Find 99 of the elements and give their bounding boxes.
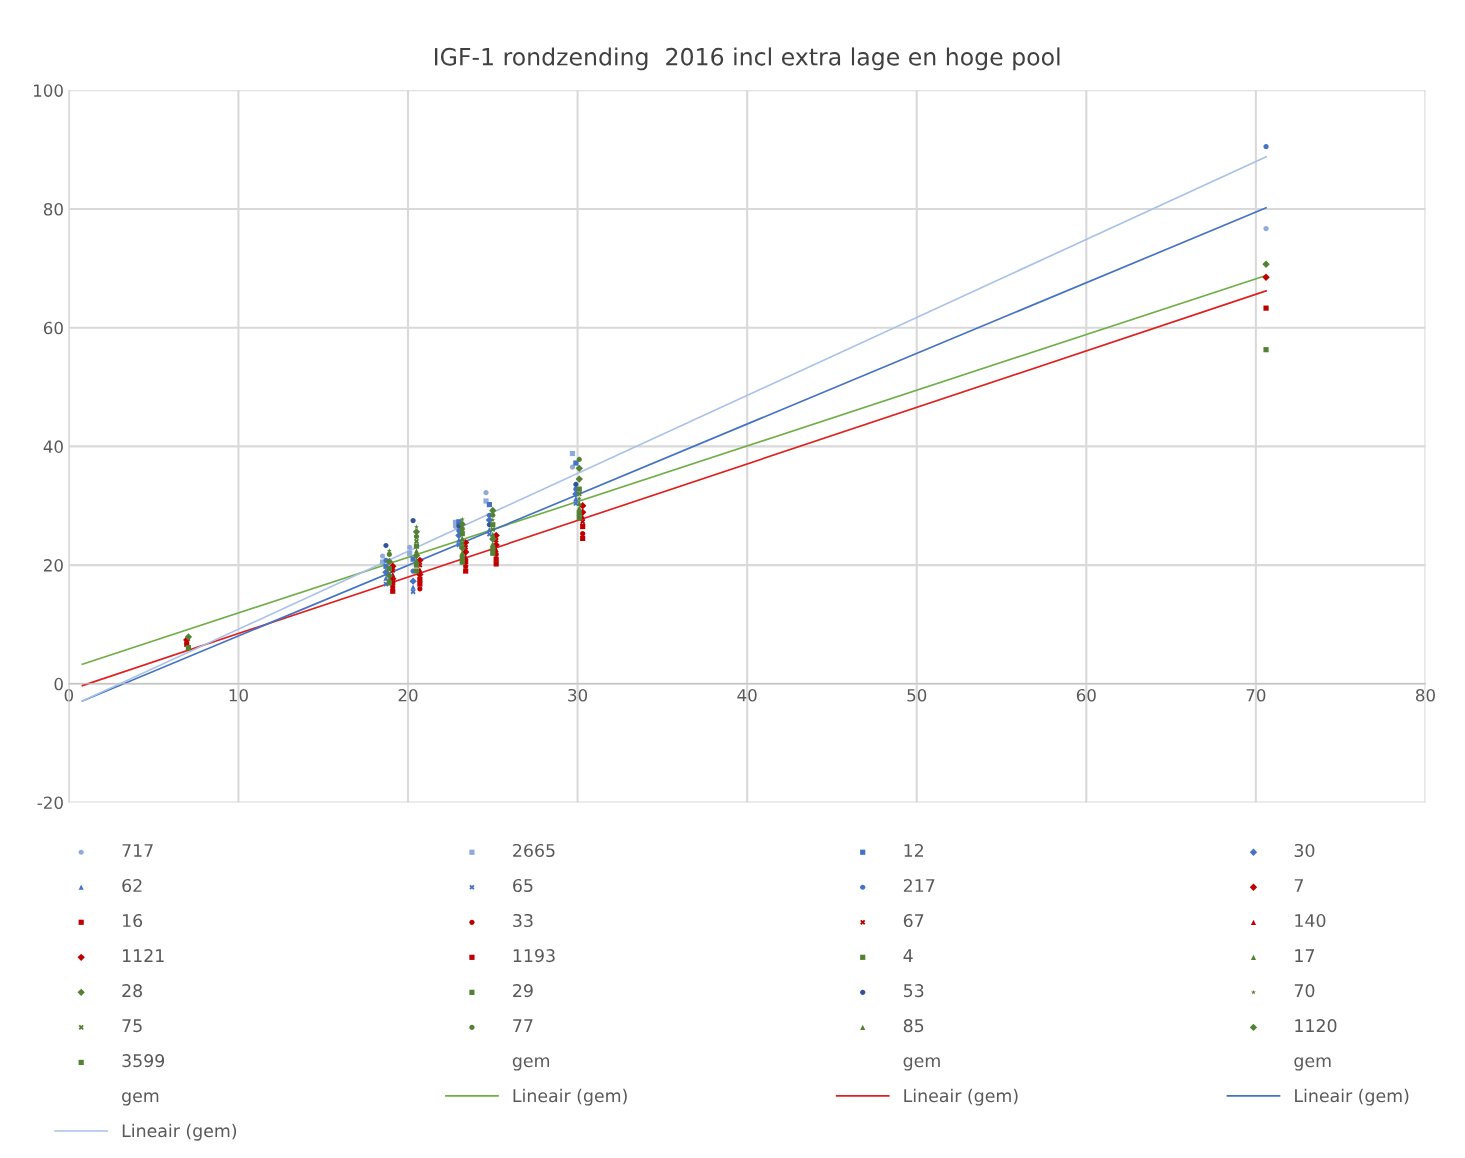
y-tick-label: 40 xyxy=(43,440,63,453)
legend-label: 75 xyxy=(122,1019,142,1033)
legend-label: 29 xyxy=(513,984,533,998)
legend-label: 2665 xyxy=(513,843,555,858)
legend-label: Lineair (gem) xyxy=(1295,1088,1409,1106)
x-tick-label: 50 xyxy=(907,688,927,702)
legend-label: 28 xyxy=(122,984,143,998)
point xyxy=(580,535,586,541)
point xyxy=(185,645,191,651)
y-tick-label: 80 xyxy=(43,202,63,216)
legend-label: 85 xyxy=(903,1019,924,1033)
legend-label: 3599 xyxy=(122,1054,165,1068)
point xyxy=(410,589,416,595)
legend-label: 62 xyxy=(122,878,142,893)
point xyxy=(412,528,421,536)
point xyxy=(413,568,420,574)
legend-label: Lineair (gem) xyxy=(122,1123,237,1141)
legend-label: 77 xyxy=(513,1019,533,1032)
legend-label: 1120 xyxy=(1295,1019,1337,1033)
point xyxy=(463,568,469,574)
legend-label: 217 xyxy=(903,878,935,892)
legend-label: 53 xyxy=(903,984,924,998)
legend-label: Lineair (gem) xyxy=(904,1088,1018,1106)
y-tick-label: 100 xyxy=(34,84,63,97)
point xyxy=(580,523,586,530)
x-tick-label: 30 xyxy=(568,688,588,702)
x-tick-label: 40 xyxy=(737,688,757,702)
point xyxy=(1263,305,1269,311)
text: gem xyxy=(122,1092,159,1106)
y-tick-label: -20 xyxy=(37,796,63,810)
text: gem xyxy=(903,1057,940,1071)
point xyxy=(410,517,416,524)
point xyxy=(576,491,582,497)
point xyxy=(414,524,419,530)
legend-label: 7 xyxy=(1294,879,1303,892)
point xyxy=(575,464,583,473)
point xyxy=(385,557,394,566)
x-tick-label: 0 xyxy=(64,688,74,702)
point xyxy=(576,515,582,521)
point xyxy=(413,562,420,568)
x-tick-label: 60 xyxy=(1076,688,1096,702)
text: gem xyxy=(1294,1057,1331,1071)
legend-label: 30 xyxy=(1294,843,1315,858)
legend-label: 67 xyxy=(903,913,924,928)
point xyxy=(576,505,582,511)
point xyxy=(458,520,466,528)
legend-label: 4 xyxy=(903,949,913,962)
point xyxy=(413,557,420,563)
point xyxy=(407,550,413,556)
point xyxy=(493,561,499,567)
legend-label: 1193 xyxy=(513,949,555,963)
y-tick-label: 0 xyxy=(54,677,63,691)
point xyxy=(417,586,423,592)
x-tick-label: 20 xyxy=(398,688,418,702)
point xyxy=(458,544,466,552)
x-tick-label: 10 xyxy=(229,688,248,702)
point xyxy=(569,464,576,470)
legend-label: Lineair (gem) xyxy=(513,1088,627,1106)
point xyxy=(490,526,496,533)
point xyxy=(410,584,416,590)
point xyxy=(1263,144,1269,150)
point xyxy=(1263,226,1269,232)
chart-title: IGF-1 rondzending 2016 incl extra lage en hoge pool xyxy=(434,47,1060,71)
point xyxy=(483,490,489,496)
point xyxy=(576,456,582,463)
point xyxy=(573,481,579,487)
y-tick-label: 20 xyxy=(44,559,63,572)
legend-label: 717 xyxy=(122,844,153,857)
point xyxy=(459,554,465,560)
legend-label: 140 xyxy=(1295,913,1326,928)
legend-label: 12 xyxy=(904,843,923,857)
x-tick-label: 70 xyxy=(1246,688,1266,702)
point xyxy=(413,538,420,544)
point xyxy=(386,551,392,558)
legend-label: 1121 xyxy=(123,949,164,962)
x-tick-label: 80 xyxy=(1415,688,1435,702)
point xyxy=(417,576,423,582)
point xyxy=(490,522,496,528)
point xyxy=(490,512,496,518)
legend-label: 33 xyxy=(513,913,533,928)
point xyxy=(407,544,413,550)
point xyxy=(463,563,469,569)
point xyxy=(459,559,465,565)
point xyxy=(490,517,496,523)
text: gem xyxy=(512,1057,550,1071)
point xyxy=(413,543,420,549)
point xyxy=(1263,347,1269,353)
point xyxy=(486,501,492,508)
point xyxy=(383,542,389,549)
legend-label: 65 xyxy=(513,878,533,893)
point xyxy=(379,553,386,559)
y-tick-label: 60 xyxy=(43,321,63,335)
legend-label: 17 xyxy=(1295,949,1315,962)
point xyxy=(493,556,499,562)
point xyxy=(580,519,586,525)
point xyxy=(580,531,586,537)
legend-label: 70 xyxy=(1294,984,1315,998)
legend-label: 16 xyxy=(123,913,143,928)
point xyxy=(569,450,576,457)
